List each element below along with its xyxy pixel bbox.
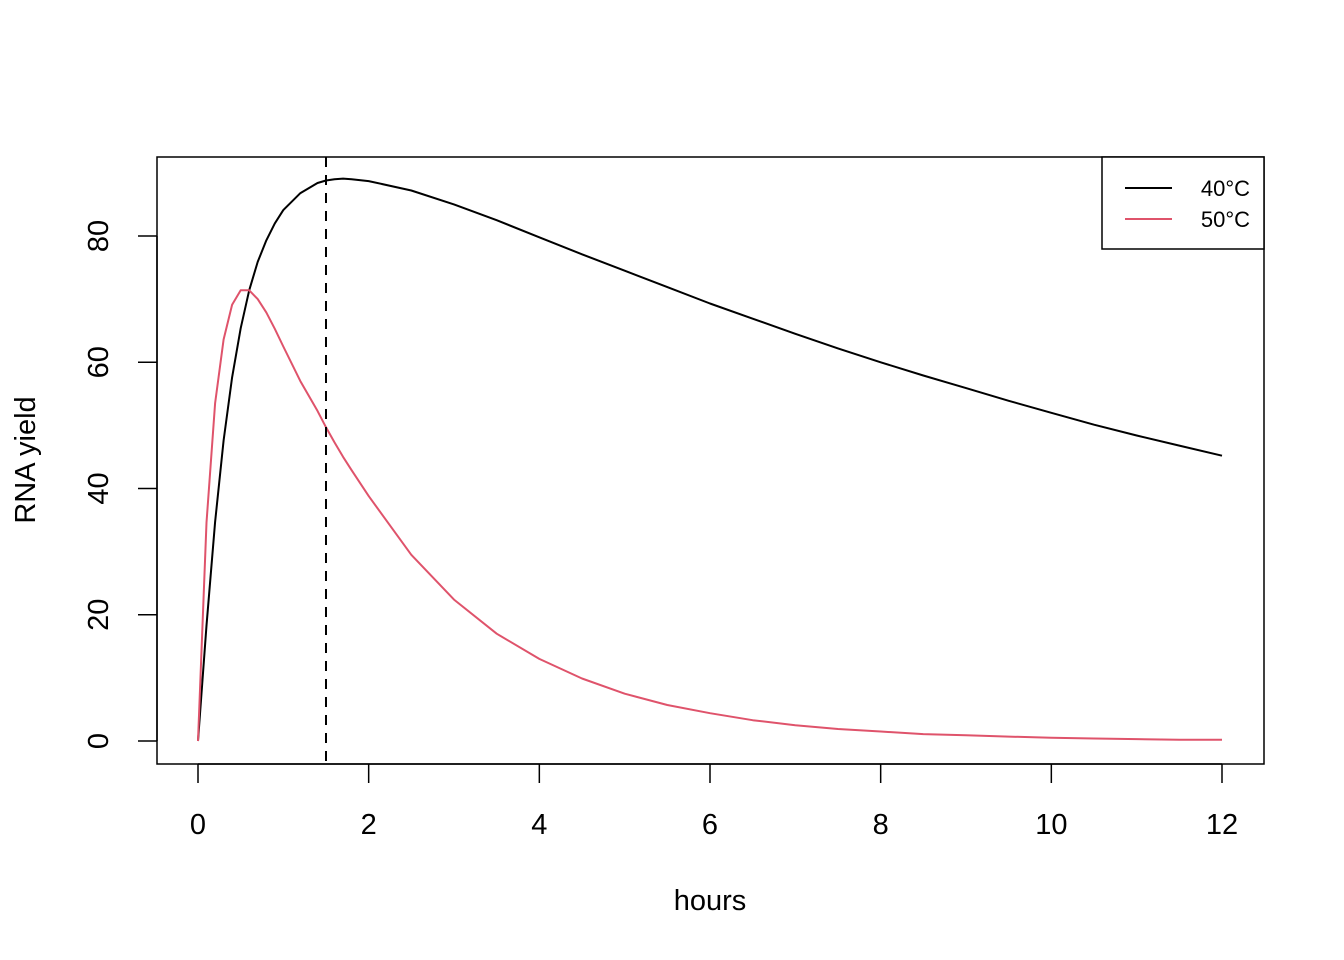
x-tick-label: 6 xyxy=(702,809,718,841)
legend-label-1: 40°C xyxy=(1201,176,1250,201)
x-tick-label: 10 xyxy=(1035,809,1067,841)
x-tick-label: 0 xyxy=(190,809,206,841)
series-line-1 xyxy=(197,177,1223,742)
plot-frame xyxy=(156,156,1265,765)
x-tick-label: 2 xyxy=(361,809,377,841)
series-line-2 xyxy=(197,289,1222,742)
y-tick-label: 60 xyxy=(83,346,115,378)
y-tick-label: 20 xyxy=(83,599,115,631)
x-axis-title: hours xyxy=(674,885,747,917)
legend: 40°C 50°C xyxy=(1101,156,1265,250)
x-axis: 0 2 4 6 8 10 12 xyxy=(190,763,1238,841)
series-layer xyxy=(197,177,1223,742)
y-tick-label: 0 xyxy=(83,733,115,749)
legend-box xyxy=(1101,156,1265,250)
y-axis: 0 20 40 60 80 xyxy=(83,220,158,749)
y-tick-label: 80 xyxy=(83,220,115,252)
x-tick-label: 4 xyxy=(531,809,547,841)
x-tick-label: 8 xyxy=(873,809,889,841)
x-tick-label: 12 xyxy=(1206,809,1238,841)
legend-label-2: 50°C xyxy=(1201,207,1250,232)
y-tick-label: 40 xyxy=(83,472,115,504)
y-axis-title: RNA yield xyxy=(10,396,42,523)
